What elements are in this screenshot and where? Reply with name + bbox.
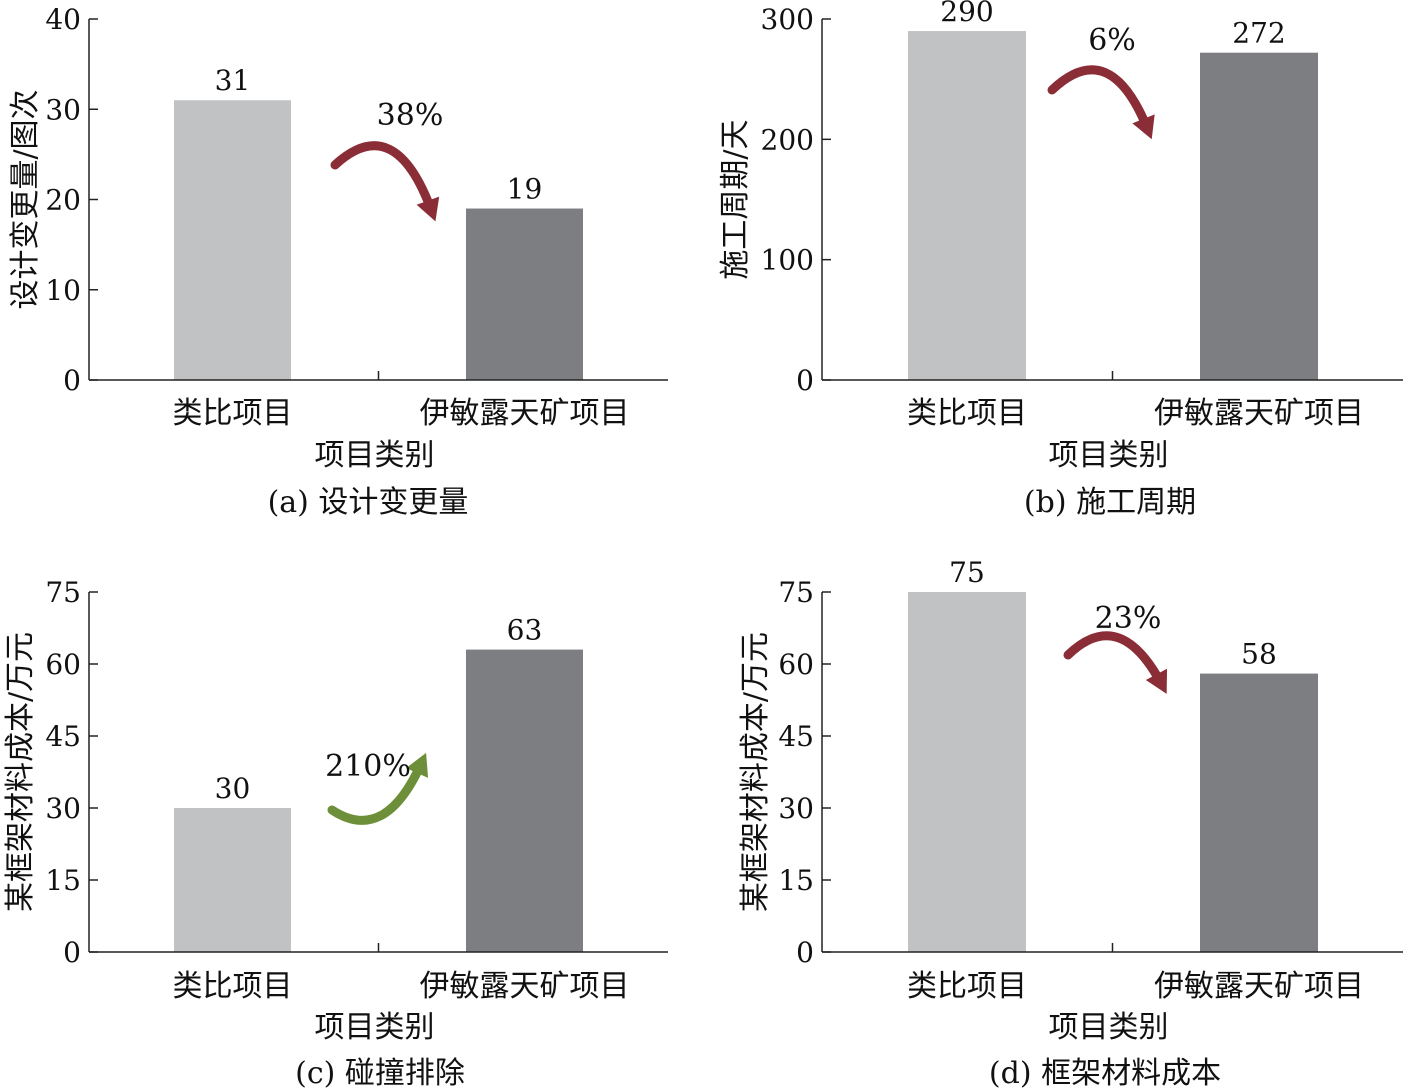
- panel-d-x-tick-label-1: 类比项目: [907, 969, 1027, 1004]
- panel-d-y-tick-label-0: 0: [796, 936, 814, 969]
- panel-d-y-axis-title: 某框架材料成本/万元: [738, 632, 773, 912]
- panel-d-change-arrow-head: [1145, 668, 1168, 694]
- panel-c-value-label-1: 30: [215, 772, 251, 805]
- panel-d-y-tick-label-3: 45: [778, 720, 814, 753]
- panel-d-bar-2: [1200, 673, 1318, 952]
- panel-c-y-tick-label-1: 15: [45, 864, 81, 897]
- panel-d-x-axis-title: 项目类别: [1049, 1010, 1169, 1045]
- panel-b-y-tick-label-2: 200: [761, 123, 814, 156]
- panel-a-y-tick-label-0: 0: [63, 364, 81, 397]
- panel-a-y-tick-label-1: 10: [45, 274, 81, 307]
- panel-a-bar-1: [174, 100, 291, 380]
- panel-c-bar-1: [174, 808, 291, 952]
- panel-b-change-arrow-shaft: [1047, 65, 1153, 135]
- panel-b-y-tick-label-0: 0: [796, 364, 814, 397]
- panel-c-change-arrow-shaft: [327, 757, 427, 825]
- panel-b-bar-2: [1200, 52, 1318, 381]
- panel-b-change-label: 6%: [1088, 23, 1136, 58]
- panel-c-y-tick-label-2: 30: [45, 792, 81, 825]
- panel-b-x-axis-title: 项目类别: [1049, 438, 1169, 473]
- panel-d-bar-1: [908, 592, 1026, 952]
- panel-c-y-axis-title: 某框架材料成本/万元: [3, 632, 38, 912]
- panel-d-change-label: 23%: [1095, 601, 1162, 636]
- panel-a-change-arrow-shaft: [330, 141, 437, 217]
- panel-d-y-tick-label-5: 75: [778, 576, 814, 609]
- panel-b-value-label-2: 272: [1232, 17, 1285, 50]
- panel-c-value-label-2: 63: [507, 614, 543, 647]
- panel-c-y-tick-label-5: 75: [45, 576, 81, 609]
- panel-b-x-tick-label-2: 伊敏露天矿项目: [1154, 396, 1364, 431]
- panel-b-y-tick-label-1: 100: [761, 244, 814, 277]
- panel-c-change-arrow-head: [406, 752, 429, 778]
- panel-c-x-axis-title: 项目类别: [315, 1010, 435, 1045]
- panel-a-y-tick-label-4: 40: [45, 3, 81, 36]
- panel-d-caption: (d) 框架材料成本: [989, 1056, 1221, 1091]
- panel-a-y-tick-label-3: 30: [45, 93, 81, 126]
- panel-c-change-label: 210%: [325, 749, 411, 784]
- panel-d-y-tick-label-1: 15: [778, 864, 814, 897]
- panel-a-y-tick-label-2: 20: [45, 184, 81, 217]
- panel-d-y-tick-label-4: 60: [778, 648, 814, 681]
- panel-d-x-tick-label-2: 伊敏露天矿项目: [1154, 969, 1364, 1004]
- panel-d-value-label-2: 58: [1241, 638, 1277, 671]
- panel-a-change-arrow-head: [416, 196, 440, 222]
- panel-c-x-tick-label-2: 伊敏露天矿项目: [420, 969, 630, 1004]
- panel-a-x-tick-label-2: 伊敏露天矿项目: [420, 396, 630, 431]
- panel-d-value-label-1: 75: [949, 556, 985, 589]
- panel-b-value-label-1: 290: [940, 0, 993, 28]
- panel-c-y-tick-label-0: 0: [63, 936, 81, 969]
- panel-a-y-axis-title: 设计变更量/图次: [8, 89, 43, 309]
- panel-b-y-axis-title: 施工周期/天: [718, 119, 753, 279]
- panel-b-x-tick-label-1: 类比项目: [907, 396, 1027, 431]
- panel-a-bar-2: [466, 208, 583, 380]
- panel-c-y-tick-label-3: 45: [45, 720, 81, 753]
- panel-d-change-arrow-shaft: [1063, 631, 1167, 690]
- panel-a-caption: (a) 设计变更量: [268, 485, 469, 520]
- panel-c-bar-2: [466, 649, 583, 952]
- panel-a-x-tick-label-1: 类比项目: [173, 396, 293, 431]
- panel-a-change-label: 38%: [377, 98, 444, 133]
- panel-a-value-label-1: 31: [215, 64, 251, 97]
- panel-b-y-tick-label-3: 300: [761, 3, 814, 36]
- panel-a-x-axis-title: 项目类别: [315, 438, 435, 473]
- panel-b-caption: (b) 施工周期: [1024, 485, 1196, 520]
- panel-c-x-tick-label-1: 类比项目: [173, 969, 293, 1004]
- panel-c-y-tick-label-4: 60: [45, 648, 81, 681]
- panel-c-caption: (c) 碰撞排除: [295, 1056, 465, 1091]
- panel-b-bar-1: [908, 31, 1026, 381]
- panel-b-change-arrow-head: [1132, 114, 1155, 140]
- panel-a-value-label-2: 19: [507, 173, 543, 206]
- panel-d-y-tick-label-2: 30: [778, 792, 814, 825]
